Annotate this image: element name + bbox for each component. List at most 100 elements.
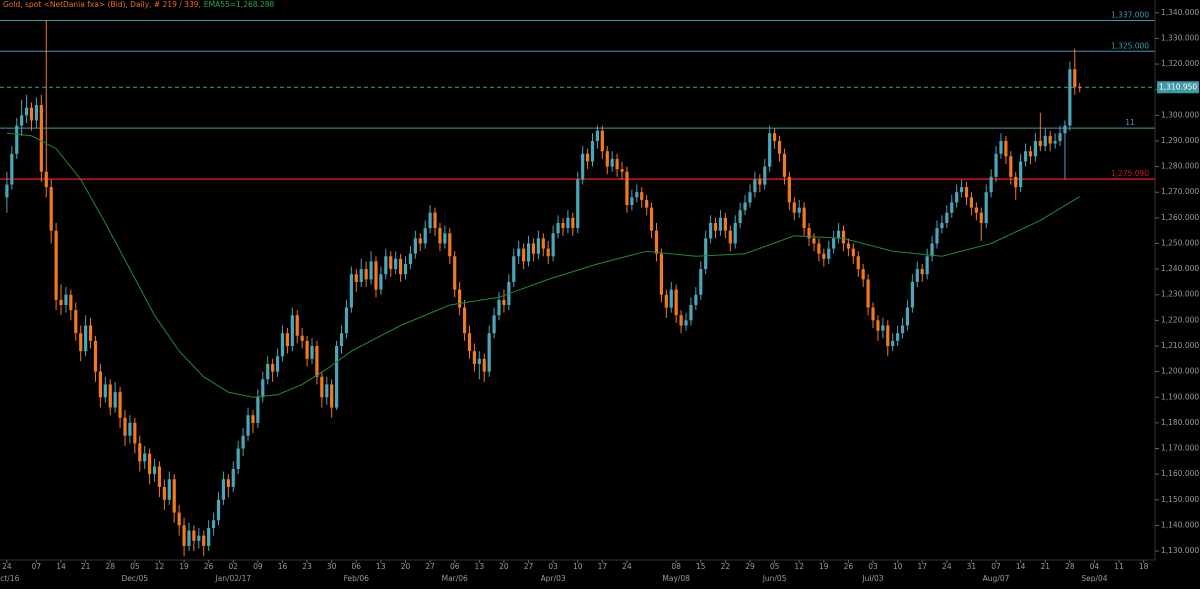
candle-body — [10, 153, 14, 185]
candle-body — [285, 333, 289, 346]
chart-title: Gold, spot <NetDania fxa> (Bid), Daily, … — [3, 0, 201, 9]
candle-body — [1068, 69, 1072, 126]
candle-body — [413, 238, 417, 254]
candle-body — [359, 269, 363, 282]
candle-body — [886, 325, 890, 346]
candle-body — [384, 256, 388, 275]
candle-body — [84, 325, 88, 352]
indicator-label: EMA55=1,268.288 — [204, 0, 275, 9]
candle-body — [433, 212, 437, 229]
candle-body — [620, 169, 624, 172]
candle-body — [600, 130, 604, 152]
candle-body — [394, 258, 398, 270]
candle-body — [497, 299, 501, 316]
x-tick-label: 21 — [1040, 562, 1050, 571]
candle-body — [782, 153, 787, 177]
candle-body — [689, 304, 693, 321]
y-tick-label: 1,330.000 — [1161, 33, 1199, 42]
y-tick-label: 1,180.000 — [1161, 418, 1199, 427]
candle-body — [275, 356, 280, 372]
candle-body — [536, 238, 540, 254]
y-tick-label: 1,200.000 — [1161, 367, 1199, 376]
candle-body — [571, 217, 575, 229]
candle-body — [330, 384, 334, 408]
candle-body — [310, 345, 314, 359]
candle-body — [467, 333, 472, 352]
candle-body — [1004, 140, 1008, 157]
x-tick-label: 23 — [302, 562, 312, 571]
candle-body — [1063, 125, 1067, 134]
candle-body — [930, 243, 934, 257]
candle-body — [768, 133, 772, 167]
candle-body — [34, 105, 39, 121]
candle-body — [585, 153, 590, 162]
x-tick-label: 24 — [622, 562, 632, 571]
candle-body — [851, 248, 855, 257]
candle-body — [541, 238, 545, 249]
x-tick-label: 30 — [327, 562, 337, 571]
candle-body — [5, 184, 9, 198]
candle-body — [590, 140, 595, 162]
y-tick-label: 1,230.000 — [1161, 290, 1199, 299]
candle-body — [59, 299, 63, 305]
candle-body — [108, 384, 112, 408]
candle-body — [74, 310, 78, 334]
candle-body — [772, 133, 777, 141]
x-tick-label: 07 — [991, 562, 1001, 571]
candle-body — [29, 107, 34, 121]
x-tick-label: 26 — [844, 562, 854, 571]
candle-body — [236, 448, 240, 470]
ema-line — [6, 132, 1080, 398]
candle-body — [172, 479, 176, 513]
candle-body — [44, 171, 48, 188]
candle-body — [138, 443, 142, 462]
x-tick-label: 18 — [1139, 562, 1149, 571]
candle-body — [167, 479, 171, 500]
candle-body — [738, 210, 742, 223]
candle-body — [79, 333, 83, 352]
candle-body — [561, 222, 565, 229]
x-tick-label: 10 — [893, 562, 903, 571]
candle-body — [999, 140, 1003, 154]
x-tick-label: 02 — [228, 562, 238, 571]
x-tick-label: 05 — [130, 562, 140, 571]
candle-body — [876, 320, 880, 331]
candle-body — [566, 217, 570, 229]
candle-body — [502, 299, 506, 305]
candle-body — [1073, 69, 1077, 88]
candle-body — [905, 307, 910, 326]
x-tick-label: 26 — [204, 562, 214, 571]
candle-body — [758, 179, 762, 185]
y-tick-label: 1,280.000 — [1161, 162, 1199, 171]
x-tick-label: 11 — [1114, 562, 1124, 571]
candle-body — [920, 269, 924, 275]
x-tick-label: 22 — [721, 562, 731, 571]
level-label: 1,325.000 — [1111, 41, 1149, 50]
candle-body — [684, 320, 688, 326]
candle-body — [241, 435, 245, 449]
candle-body — [743, 202, 747, 211]
x-tick-label: 21 — [81, 562, 91, 571]
candle-body — [280, 333, 285, 357]
candle-body — [192, 530, 196, 541]
candle-body — [733, 222, 737, 244]
candle-body — [817, 243, 821, 254]
candle-body — [403, 263, 408, 275]
candle-body — [69, 294, 73, 311]
candle-body — [143, 453, 147, 462]
candle-body — [546, 248, 550, 257]
candle-body — [664, 294, 668, 308]
candle-body — [339, 333, 344, 346]
candle-body — [354, 274, 358, 282]
candle-body — [797, 207, 801, 213]
candle-body — [458, 289, 462, 308]
candle-body — [659, 253, 664, 295]
x-major-label: May/08 — [662, 574, 690, 583]
candle-body — [526, 243, 531, 262]
candle-body — [581, 153, 585, 180]
candle-body — [699, 269, 703, 295]
candle-body — [1023, 151, 1028, 162]
candle-body — [443, 233, 447, 244]
